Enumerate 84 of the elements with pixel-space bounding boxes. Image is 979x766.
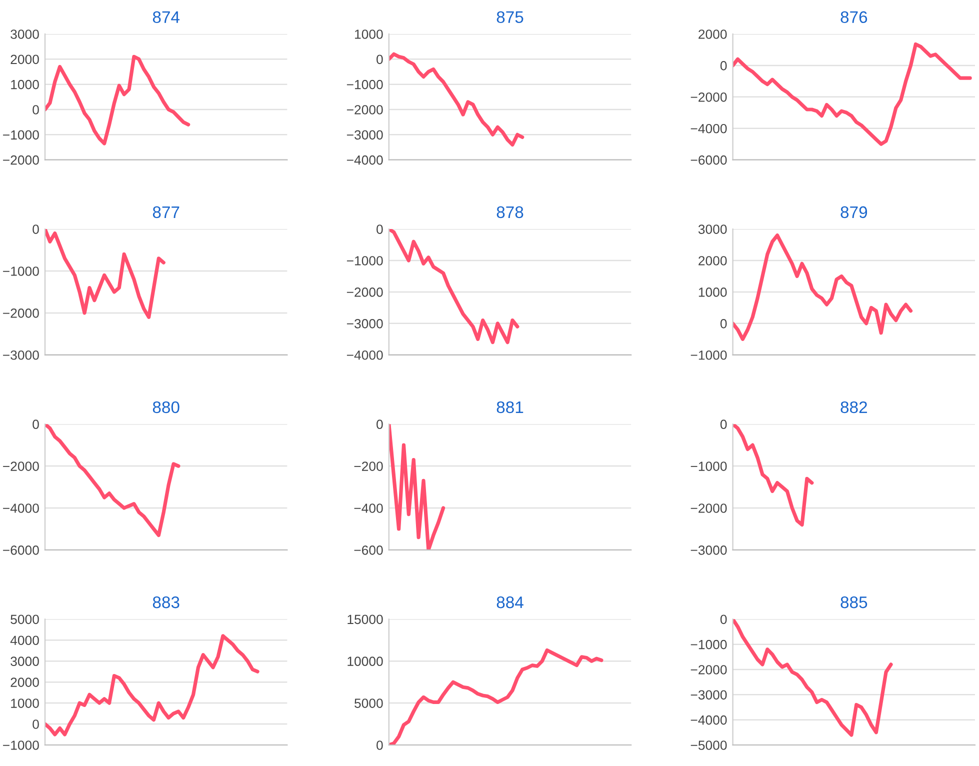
y-tick-label: 3000 (10, 656, 39, 666)
y-tick-label: 0 (720, 319, 727, 328)
line-series (388, 229, 520, 344)
y-tick-label: −6000 (690, 155, 727, 165)
chart-title: 878 (496, 206, 524, 218)
y-tick-label: −200 (354, 462, 383, 471)
y-tick-label: 2000 (10, 678, 39, 687)
y-tick-label: 1000 (11, 698, 39, 708)
y-tick-label: −2000 (3, 308, 39, 318)
chart-title: 875 (496, 11, 524, 24)
y-tick-label: 2000 (698, 30, 727, 39)
y-tick-label: 0 (376, 224, 383, 234)
y-tick-label: −2000 (346, 288, 383, 297)
y-tick-label: −2000 (690, 504, 727, 513)
line-series (388, 648, 604, 745)
y-tick-label: −4000 (3, 504, 39, 513)
y-tick-label: 3000 (698, 224, 727, 234)
y-tick-label: −600 (354, 546, 383, 555)
y-tick-label: 0 (720, 61, 727, 70)
line-series (732, 424, 814, 527)
line-series (45, 54, 190, 146)
line-series (732, 42, 972, 146)
y-tick-label: −1000 (3, 266, 39, 276)
y-tick-label: 0 (32, 105, 39, 114)
chart-title: 884 (496, 596, 524, 608)
chart-title: 880 (152, 401, 180, 414)
y-tick-label: −1000 (346, 80, 383, 90)
y-tick-label: −1000 (690, 350, 727, 360)
y-tick-label: 10000 (348, 656, 383, 666)
y-tick-label: −3000 (346, 130, 383, 140)
y-tick-label: −1000 (690, 640, 727, 650)
line-series (45, 424, 180, 538)
chart-title: 876 (840, 11, 868, 24)
y-tick-label: −3000 (690, 690, 727, 700)
y-tick-label: −2000 (690, 665, 727, 674)
y-tick-label: −2000 (3, 462, 39, 471)
chart-title: 877 (152, 206, 180, 218)
y-tick-label: 0 (32, 224, 39, 234)
chart-title: 882 (840, 401, 867, 414)
chart-title: 881 (496, 401, 524, 414)
y-tick-label: 1000 (698, 288, 727, 297)
chart-title: 885 (840, 596, 868, 608)
y-tick-label: 0 (376, 420, 383, 430)
y-tick-label: −4000 (346, 350, 383, 360)
y-tick-label: −2000 (346, 105, 383, 114)
y-tick-label: −1000 (690, 462, 727, 471)
line-series (732, 619, 893, 737)
y-tick-label: 2000 (10, 54, 39, 64)
y-tick-label: −3000 (346, 319, 383, 328)
y-tick-label: −4000 (346, 155, 383, 165)
y-tick-label: 1000 (11, 80, 39, 90)
y-tick-label: −3000 (3, 350, 39, 360)
y-tick-label: 2000 (698, 256, 727, 266)
chart-title: 874 (152, 11, 180, 24)
y-tick-label: −1000 (3, 740, 39, 750)
y-tick-label: −2000 (690, 92, 727, 102)
y-tick-label: −5000 (690, 740, 727, 750)
y-tick-label: 5000 (354, 698, 383, 708)
y-tick-label: 5000 (10, 614, 39, 624)
y-tick-label: 3000 (10, 30, 39, 39)
y-tick-label: 1000 (355, 30, 383, 39)
y-tick-label: −3000 (690, 546, 727, 555)
y-tick-label: 0 (376, 54, 383, 64)
y-tick-label: −4000 (690, 715, 727, 725)
y-tick-label: −400 (354, 504, 383, 513)
y-tick-label: −6000 (3, 546, 39, 555)
y-tick-label: −1000 (346, 256, 383, 266)
chart-title: 879 (840, 206, 868, 218)
line-series (45, 229, 166, 319)
y-tick-label: 15000 (348, 614, 383, 624)
y-tick-label: −4000 (690, 124, 727, 134)
y-tick-label: 0 (720, 420, 727, 430)
line-series (45, 634, 260, 736)
chart-title: 883 (152, 596, 180, 608)
y-tick-label: 0 (720, 614, 727, 624)
line-series (388, 424, 446, 550)
line-series (388, 52, 524, 147)
y-tick-label: 4000 (10, 636, 39, 646)
y-tick-label: 0 (32, 720, 39, 729)
line-series (732, 234, 913, 341)
y-tick-label: 0 (32, 420, 39, 430)
y-tick-label: −2000 (3, 155, 39, 165)
y-tick-label: 0 (376, 740, 383, 750)
y-tick-label: −1000 (3, 130, 39, 140)
